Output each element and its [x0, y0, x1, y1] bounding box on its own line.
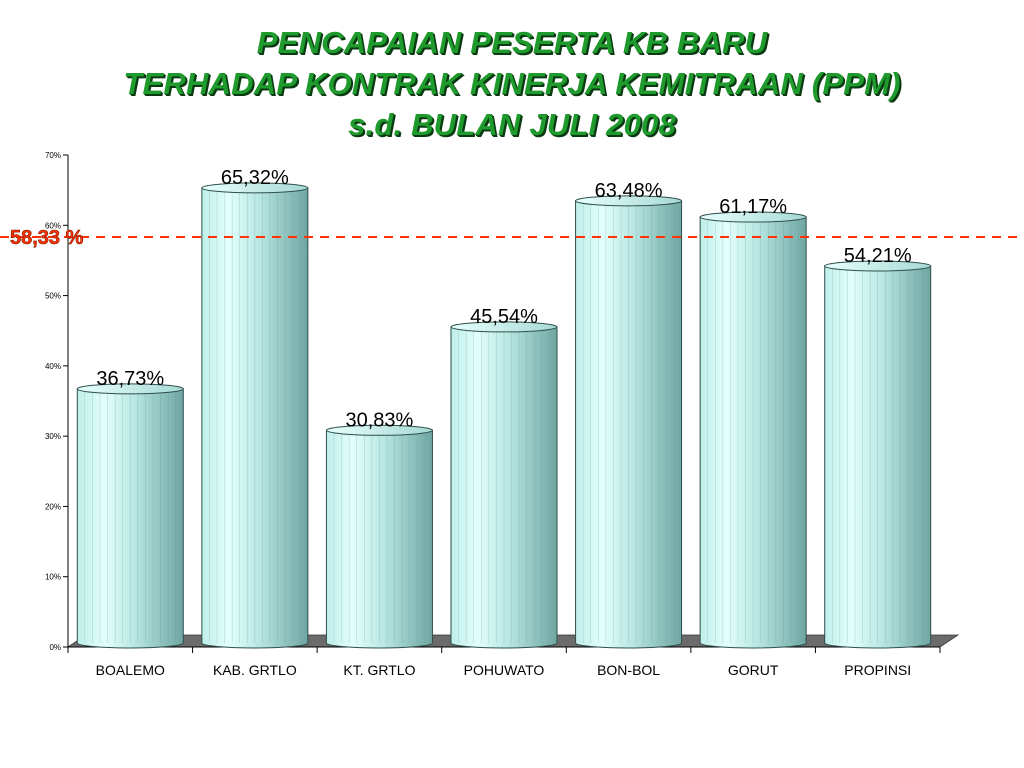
chart-title-line-1: PENCAPAIAN PESERTA KB BARU — [256, 25, 768, 60]
bar-cap — [325, 424, 433, 436]
bar-cap — [824, 260, 932, 272]
y-tick-label: 50% — [45, 292, 61, 301]
bar — [201, 182, 309, 649]
x-tick-label: KT. GRTLO — [343, 662, 415, 678]
y-tick-label: 20% — [45, 502, 61, 511]
bar-cap — [201, 182, 309, 194]
bar — [824, 260, 932, 649]
x-tick-label: BOALEMO — [96, 662, 165, 678]
bar — [450, 321, 558, 649]
bar-value-label: 61,17% — [719, 196, 787, 218]
y-tick-label: 70% — [45, 151, 61, 160]
bar-value-label: 54,21% — [844, 245, 912, 267]
bar — [76, 383, 184, 649]
bar — [325, 424, 433, 649]
x-tick-label: KAB. GRTLO — [213, 662, 297, 678]
x-tick-label: PROPINSI — [844, 662, 911, 678]
x-tick-label: GORUT — [728, 662, 779, 678]
bar-cap — [76, 383, 184, 395]
bar-value-label: 30,83% — [346, 409, 414, 431]
bar-cap — [699, 211, 807, 223]
bar-value-label: 63,48% — [595, 180, 663, 202]
bar-cap — [575, 195, 683, 207]
y-tick-label: 10% — [45, 573, 61, 582]
bar-value-label: 45,54% — [470, 306, 538, 328]
chart-title: PENCAPAIAN PESERTA KB BARU TERHADAP KONT… — [0, 22, 1024, 145]
bar-value-label: 36,73% — [96, 368, 164, 390]
x-tick-label: POHUWATO — [464, 662, 545, 678]
y-tick-label: 40% — [45, 362, 61, 371]
y-tick-label: 30% — [45, 432, 61, 441]
x-tick-label: BON-BOL — [597, 662, 660, 678]
chart-title-line-3: s.d. BULAN JULI 2008 — [348, 107, 676, 142]
bar-cap — [450, 321, 558, 333]
y-tick-label: 0% — [49, 643, 61, 652]
y-tick-label: 60% — [45, 221, 61, 230]
bar — [699, 211, 807, 649]
chart-title-line-2: TERHADAP KONTRAK KINERJA KEMITRAAN (PPM) — [123, 66, 901, 101]
reference-line-label: 58,33 % — [10, 227, 84, 249]
bar — [575, 195, 683, 649]
bar-value-label: 65,32% — [221, 167, 289, 189]
